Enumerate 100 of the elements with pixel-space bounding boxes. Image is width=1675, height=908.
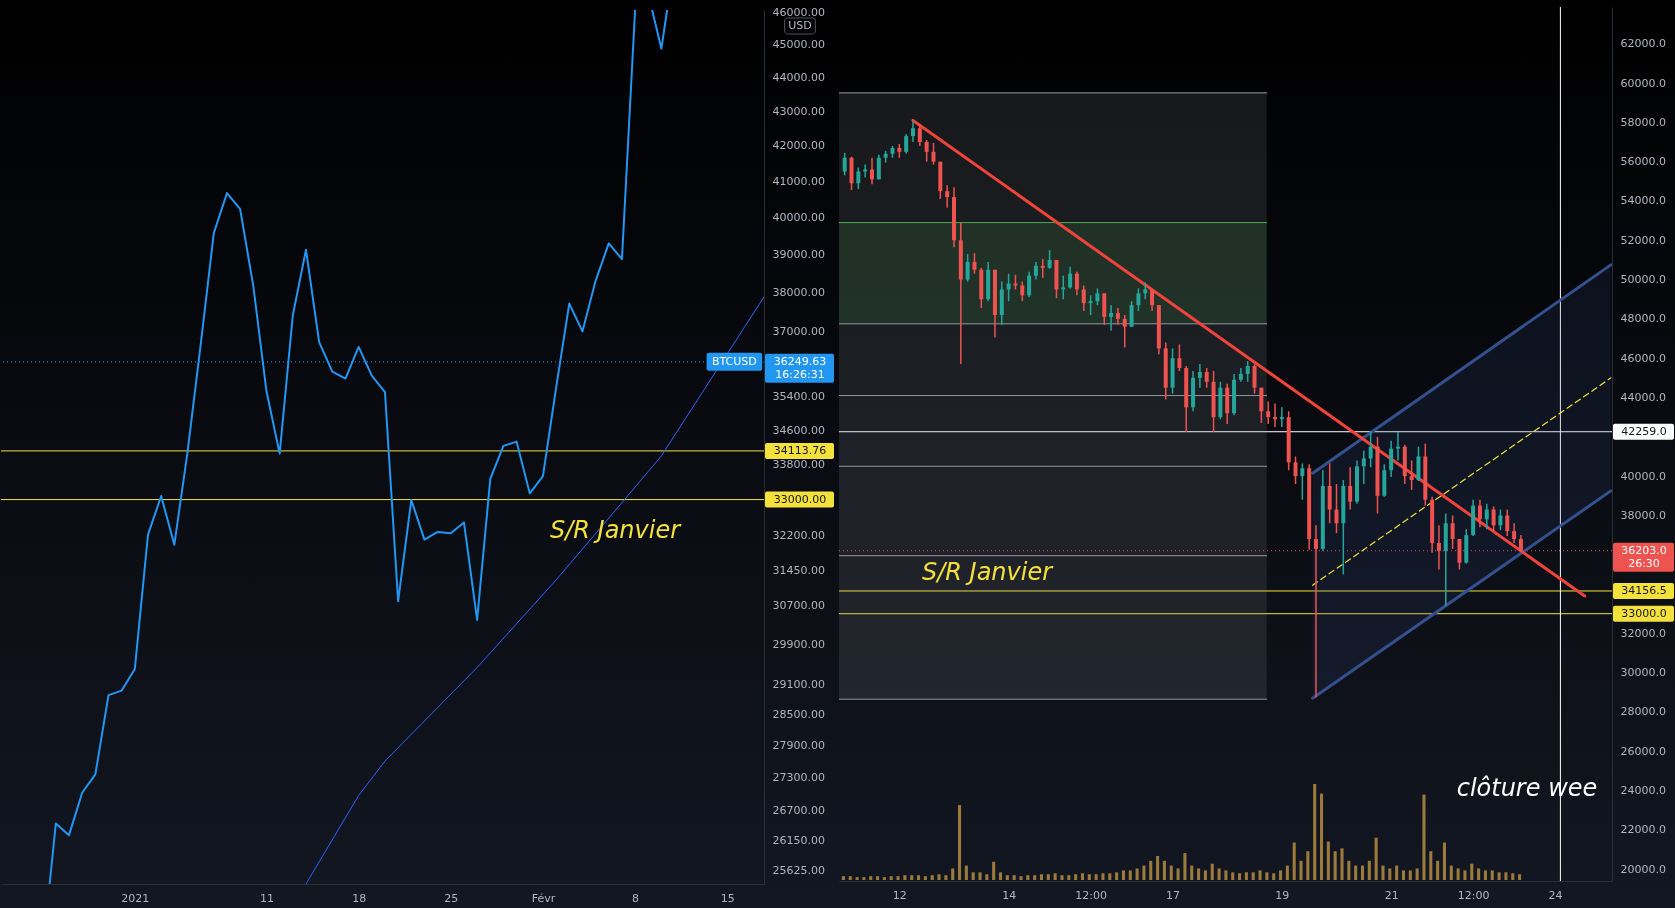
candlestick xyxy=(1512,522,1517,544)
bar xyxy=(1258,870,1262,880)
x-tick-label: 25 xyxy=(444,891,459,905)
y-tick-label: 60000.0 xyxy=(1620,76,1666,90)
candlestick xyxy=(1266,400,1271,425)
bar xyxy=(1463,870,1467,880)
y-tick-label: 30000.0 xyxy=(1620,666,1666,680)
bar xyxy=(1245,872,1249,880)
bar xyxy=(944,875,948,880)
text: 16:26:31 xyxy=(775,367,825,381)
bar xyxy=(1204,870,1208,880)
bar xyxy=(1402,870,1406,880)
bar xyxy=(1197,868,1201,880)
bar xyxy=(1238,873,1242,880)
candlestick xyxy=(1027,270,1032,299)
bar xyxy=(869,876,873,880)
bar xyxy=(937,874,941,880)
bar xyxy=(1122,870,1126,880)
x-tick-label: 21 xyxy=(1384,888,1399,902)
bar xyxy=(1347,860,1351,880)
x-tick-label: 14 xyxy=(1002,888,1017,902)
bar xyxy=(1115,872,1119,880)
bar xyxy=(999,872,1003,880)
y-tick-label: 50000.0 xyxy=(1620,273,1666,287)
x-tick-label: 11 xyxy=(259,891,274,905)
bar xyxy=(1088,874,1092,880)
candlestick xyxy=(1061,274,1066,300)
bar xyxy=(1149,860,1153,880)
candlestick xyxy=(1477,498,1482,528)
bar xyxy=(910,875,914,880)
candlestick xyxy=(1074,270,1079,297)
bar xyxy=(1443,842,1447,880)
bar xyxy=(1224,870,1228,880)
bar xyxy=(1395,865,1399,880)
bar xyxy=(1019,876,1023,880)
y-tick-label: 27300.00 xyxy=(772,771,825,785)
candlestick xyxy=(945,184,950,209)
text: 26:30 xyxy=(1628,556,1660,570)
candlestick xyxy=(1409,459,1414,491)
bar xyxy=(1292,842,1297,880)
candlestick xyxy=(904,133,909,155)
candlestick xyxy=(876,154,881,181)
candlestick xyxy=(1293,455,1298,485)
ref-line-label: 34156.5 xyxy=(1621,583,1667,597)
bar xyxy=(849,876,853,880)
bar xyxy=(1006,875,1010,880)
x-tick-label: Févr xyxy=(531,891,556,905)
bar xyxy=(1436,860,1440,880)
annotation: S/R Janvier xyxy=(921,558,1055,586)
ref-line-label: 33000.0 xyxy=(1621,606,1667,620)
bar xyxy=(842,876,846,880)
y-tick-label: 45000.00 xyxy=(772,38,825,52)
line-series xyxy=(305,296,764,884)
x-tick-label: 12:00 xyxy=(1075,888,1107,902)
bar xyxy=(883,877,887,880)
y-tick-label: 54000.0 xyxy=(1620,194,1666,208)
bar xyxy=(1108,873,1112,880)
ref-line-label: 36203.0 xyxy=(1621,543,1667,557)
bar xyxy=(985,874,989,880)
candlestick xyxy=(1334,483,1339,534)
bar xyxy=(1074,874,1078,880)
bar xyxy=(1511,873,1515,880)
bar xyxy=(1381,865,1385,880)
candlestick xyxy=(1273,402,1278,428)
candlestick xyxy=(1498,508,1503,531)
candlestick xyxy=(1081,284,1086,312)
candlestick xyxy=(842,152,847,177)
bar xyxy=(1101,873,1105,880)
bar xyxy=(1422,794,1426,880)
y-tick-label: 26000.0 xyxy=(1620,744,1666,758)
y-tick-label: 52000.0 xyxy=(1620,233,1666,247)
y-tick-label: 32200.00 xyxy=(772,529,825,543)
bar xyxy=(1183,853,1187,880)
x-tick-label: 12:00 xyxy=(1457,888,1490,902)
bar xyxy=(1388,868,1392,880)
candlestick xyxy=(1068,266,1073,290)
candlestick xyxy=(917,123,922,147)
candlestick xyxy=(1484,502,1489,530)
candlestick xyxy=(1122,314,1127,349)
y-tick-label: 35400.00 xyxy=(772,390,825,404)
bar xyxy=(1170,865,1174,880)
bar xyxy=(1518,874,1522,880)
bar xyxy=(1299,860,1303,880)
candlestick xyxy=(1300,462,1305,501)
y-tick-label: 31450.00 xyxy=(772,563,825,577)
bar xyxy=(1265,872,1269,880)
ref-line-label: 34113.76 xyxy=(773,443,827,457)
candlestick xyxy=(1245,360,1250,383)
bar xyxy=(958,805,962,880)
candlestick xyxy=(1395,431,1400,462)
y-tick-label: 28000.0 xyxy=(1620,705,1666,719)
y-tick-label: 56000.0 xyxy=(1620,155,1666,169)
bar xyxy=(1047,874,1051,880)
candlestick xyxy=(1314,524,1319,698)
bar xyxy=(1456,868,1460,880)
y-tick-label: 62000.0 xyxy=(1620,37,1666,51)
bar xyxy=(1450,865,1454,880)
y-tick-label: 30700.00 xyxy=(772,599,825,613)
candlestick xyxy=(1348,466,1353,511)
bar xyxy=(1333,851,1338,880)
